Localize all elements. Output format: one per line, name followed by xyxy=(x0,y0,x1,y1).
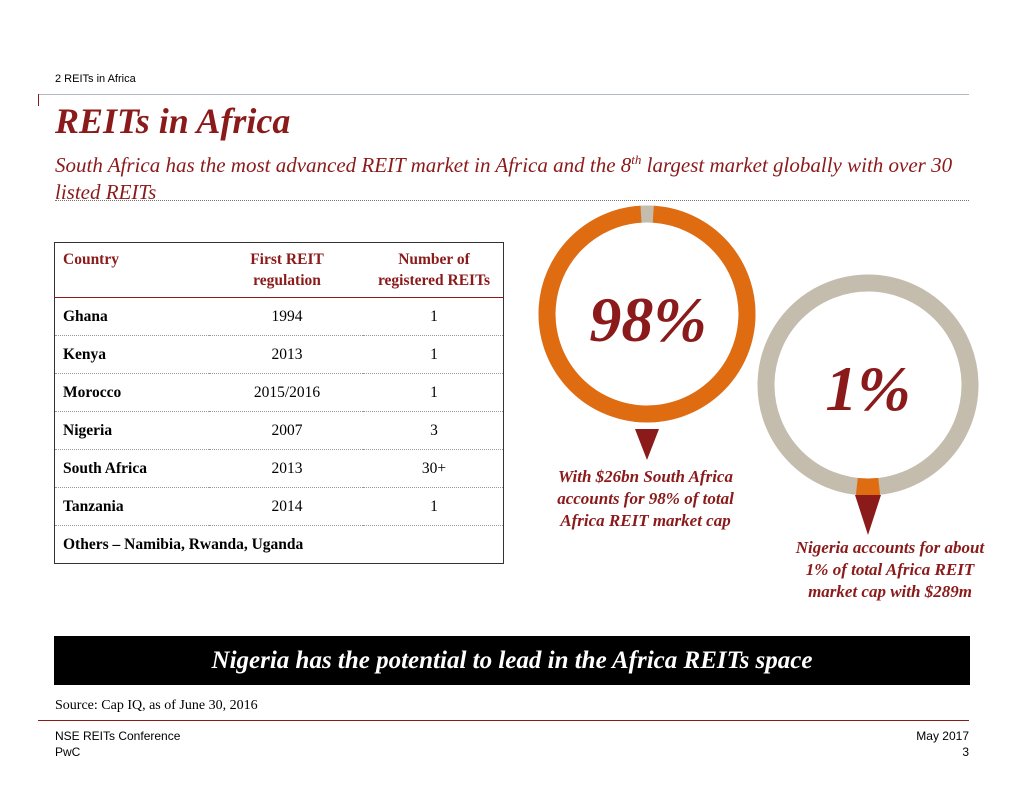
header-country: Country xyxy=(63,251,119,268)
cell-others: Others – Namibia, Rwanda, Uganda xyxy=(54,525,504,564)
cell-year: 2014 xyxy=(209,487,363,526)
cell-year: 2015/2016 xyxy=(209,373,363,412)
cell-year: 2013 xyxy=(209,335,363,374)
top-divider xyxy=(38,94,969,95)
cell-country: Tanzania xyxy=(54,487,209,526)
page-subtitle: South Africa has the most advanced REIT … xyxy=(55,152,953,204)
table-row: South Africa 2013 30+ xyxy=(54,449,504,488)
footer-left: NSE REITs Conference PwC xyxy=(55,728,180,760)
donut-ng-pointer xyxy=(855,495,881,535)
cell-count: 3 xyxy=(363,411,504,450)
table-header-row: Country First REIT regulation Number of … xyxy=(54,243,504,298)
subtitle-divider xyxy=(55,200,969,201)
footer-right: May 2017 3 xyxy=(916,728,969,760)
table-row: Ghana 1994 1 xyxy=(54,297,504,336)
cell-country: South Africa xyxy=(54,449,209,488)
market-share-donuts: 98% 1% xyxy=(538,205,979,535)
donut-sa-share-arc xyxy=(538,205,756,423)
cell-year: 1994 xyxy=(209,297,363,336)
section-label: 2 REITs in Africa xyxy=(55,73,136,85)
table-row: Kenya 2013 1 xyxy=(54,335,504,374)
cell-year: 2007 xyxy=(209,411,363,450)
cell-count: 1 xyxy=(363,487,504,526)
page-title: REITs in Africa xyxy=(55,101,291,141)
table-row: Morocco 2015/2016 1 xyxy=(54,373,504,412)
page-number: 3 xyxy=(962,745,969,759)
donut-sa-pointer xyxy=(635,429,659,460)
table-row: Nigeria 2007 3 xyxy=(54,411,504,450)
caption-south-africa: With $26bn South Africa accounts for 98%… xyxy=(557,467,734,530)
cell-count: 30+ xyxy=(363,449,504,488)
source-note: Source: Cap IQ, as of June 30, 2016 xyxy=(55,698,258,713)
caption-nigeria: Nigeria accounts for about 1% of total A… xyxy=(795,538,985,601)
donut-sa-percent: 98% xyxy=(589,284,706,355)
table-row-others: Others – Namibia, Rwanda, Uganda xyxy=(54,525,504,564)
footer-conference: NSE REITs Conference xyxy=(55,729,181,743)
cell-year: 2013 xyxy=(209,449,363,488)
donut-ng-percent: 1% xyxy=(825,353,910,424)
cell-country: Kenya xyxy=(54,335,209,374)
cell-country: Ghana xyxy=(54,297,209,336)
key-message-banner: Nigeria has the potential to lead in the… xyxy=(54,636,970,685)
footer-date: May 2017 xyxy=(916,729,969,743)
footer-company: PwC xyxy=(55,745,81,759)
donut-south-africa: 98% xyxy=(538,205,756,460)
table-row: Tanzania 2014 1 xyxy=(54,487,504,526)
header-registered-reits: Number of registered REITs xyxy=(377,251,491,289)
cell-count: 1 xyxy=(363,335,504,374)
reit-table: Country First REIT regulation Number of … xyxy=(54,242,504,564)
cell-country: Nigeria xyxy=(54,411,209,450)
donut-nigeria: 1% xyxy=(757,274,979,535)
top-divider-tick xyxy=(38,94,39,106)
cell-country: Morocco xyxy=(54,373,209,412)
footer-divider xyxy=(38,720,969,721)
cell-count: 1 xyxy=(363,373,504,412)
cell-count: 1 xyxy=(363,297,504,336)
header-first-regulation: First REIT regulation xyxy=(250,251,324,289)
